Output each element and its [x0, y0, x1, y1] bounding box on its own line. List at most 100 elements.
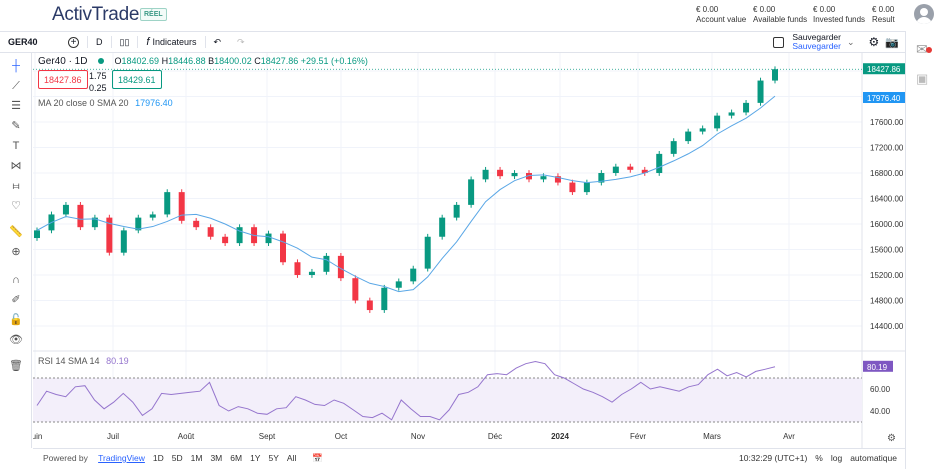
price-tick: 16400.00	[870, 195, 904, 204]
right-sidebar: ✉ ▣	[905, 31, 940, 469]
text-icon[interactable]: T	[12, 140, 20, 152]
zoom-icon[interactable]: ⊕	[11, 246, 21, 258]
drawing-toolbar: ┼ ⟋ ☰ ✎ T ⋈ ⧦ ♡ 📏 ⊕ ∩ ✐ 🔓 👁 🗑	[0, 53, 32, 448]
crosshair-icon[interactable]: ┼	[12, 60, 20, 72]
rsi-band	[33, 378, 862, 422]
rsi-tick: 60.00	[870, 385, 891, 394]
trendline-icon[interactable]: ⟋	[12, 80, 20, 92]
sell-button[interactable]: 18427.86	[38, 70, 88, 89]
candle	[714, 115, 721, 129]
rsi-legend: RSI 14 SMA 14 80.19	[38, 356, 129, 366]
symbol-title: Ger40 · 1D	[38, 56, 88, 67]
range-5Y[interactable]: 5Y	[268, 453, 279, 463]
candle	[627, 166, 634, 170]
time-axis-label: Oct	[335, 432, 348, 441]
candle	[91, 217, 98, 228]
rsi-line	[36, 360, 776, 421]
candle	[193, 220, 200, 228]
time-axis-label: Mars	[703, 432, 721, 441]
axis-settings-icon: ⚙	[887, 433, 896, 444]
ma-legend: MA 20 close 0 SMA 20 17976.40	[38, 98, 173, 108]
range-1M[interactable]: 1M	[190, 453, 203, 463]
price-tick: 15200.00	[870, 271, 904, 280]
brush-icon[interactable]: ✎	[11, 120, 21, 132]
lock-drawing-icon[interactable]: ✐	[11, 294, 21, 306]
candle	[280, 233, 286, 263]
range-1D[interactable]: 1D	[152, 453, 164, 463]
time-axis-label: Août	[178, 432, 195, 441]
market-open-dot	[97, 58, 104, 64]
time-axis-label: Nov	[411, 432, 425, 441]
candle	[468, 179, 475, 205]
symbol-search[interactable]: GER40	[8, 37, 38, 47]
stat-invested-funds: € 0.00 Invested funds	[813, 5, 866, 24]
buy-button[interactable]: 18429.61	[112, 70, 162, 89]
candle	[743, 102, 750, 113]
layout-checkbox[interactable]	[773, 36, 785, 48]
time-axis-label: Juin	[33, 432, 42, 441]
price-tick: 14800.00	[870, 297, 904, 306]
auto-toggle[interactable]: automatique	[850, 453, 897, 463]
candle	[294, 262, 301, 275]
tradingview-link[interactable]: TradingView	[98, 453, 145, 463]
chart-canvas[interactable]: 17600.00 17200.00 16800.00 16400.00 16000.00…	[33, 53, 905, 448]
ruler-icon[interactable]: 📏	[9, 226, 23, 238]
range-All[interactable]: All	[286, 453, 297, 463]
candle	[685, 131, 692, 142]
candle	[222, 236, 229, 244]
range-1Y[interactable]: 1Y	[250, 453, 261, 463]
stat-available-funds: € 0.00 Available funds	[753, 5, 808, 24]
eye-icon[interactable]: 👁	[9, 334, 23, 346]
stat-result: € 0.00 Result	[872, 5, 895, 24]
ma-price-label: 17976.40	[867, 94, 901, 103]
range-6M[interactable]: 6M	[230, 453, 243, 463]
undo-button[interactable]: ↶	[206, 36, 230, 48]
candle	[453, 204, 460, 218]
candle	[308, 271, 315, 275]
time-axis-label: Sept	[259, 432, 276, 441]
candle	[337, 255, 344, 279]
lock-icon[interactable]: 🔓	[9, 314, 23, 326]
pattern-icon[interactable]: ⋈	[10, 160, 22, 172]
chart-type-button[interactable]: ▯▯	[112, 36, 139, 48]
trash-icon[interactable]: 🗑	[9, 360, 23, 372]
fib-lines-icon[interactable]: ☰	[11, 100, 21, 112]
redo-button[interactable]: ↷	[229, 36, 253, 48]
compare-button[interactable]: +	[60, 36, 88, 48]
gear-icon[interactable]: ⚙	[868, 35, 880, 49]
candle	[569, 182, 576, 193]
price-tick: 14400.00	[870, 322, 904, 331]
range-3M[interactable]: 3M	[210, 453, 223, 463]
candle	[62, 204, 69, 215]
last-price-tag	[863, 63, 905, 75]
date-range-icon[interactable]: 📅	[312, 452, 323, 463]
save-button[interactable]: Sauvegarder Sauvegarder	[792, 32, 841, 51]
interval-button[interactable]: D	[88, 36, 112, 48]
bottom-bar: Powered by TradingView 1D 5D 1M 3M 6M 1Y 5Y All…	[33, 448, 905, 467]
percent-toggle[interactable]: %	[815, 453, 823, 463]
indicators-button[interactable]: f Indicateurs	[138, 36, 206, 48]
candle	[583, 182, 590, 193]
logo: ActivTrader	[52, 4, 146, 25]
log-toggle[interactable]: log	[830, 453, 843, 463]
chart-toolbar: GER40 + D ▯▯ f Indicateurs ↶ ↷ Sauvegarde…	[0, 31, 905, 53]
camera-icon[interactable]: 📷	[885, 36, 899, 49]
candle	[554, 176, 561, 183]
price-tick: 16800.00	[870, 169, 904, 178]
clock: 10:32:29 (UTC+1)	[739, 453, 808, 463]
candle	[540, 176, 547, 180]
avatar[interactable]	[914, 4, 934, 24]
candle	[395, 281, 402, 288]
projection-icon[interactable]: ⧦	[12, 180, 20, 192]
candle	[265, 233, 272, 244]
candle	[526, 173, 532, 180]
candle	[77, 204, 84, 228]
candle	[352, 278, 359, 301]
heart-icon[interactable]: ♡	[11, 200, 21, 212]
range-5D[interactable]: 5D	[171, 453, 183, 463]
chevron-down-icon[interactable]: ⌄	[846, 36, 855, 47]
magnet-icon[interactable]: ∩	[12, 274, 20, 286]
save-icon[interactable]: ▣	[916, 71, 929, 86]
mail-icon[interactable]: ✉	[916, 41, 932, 58]
time-axis-label: 2024	[551, 432, 569, 441]
